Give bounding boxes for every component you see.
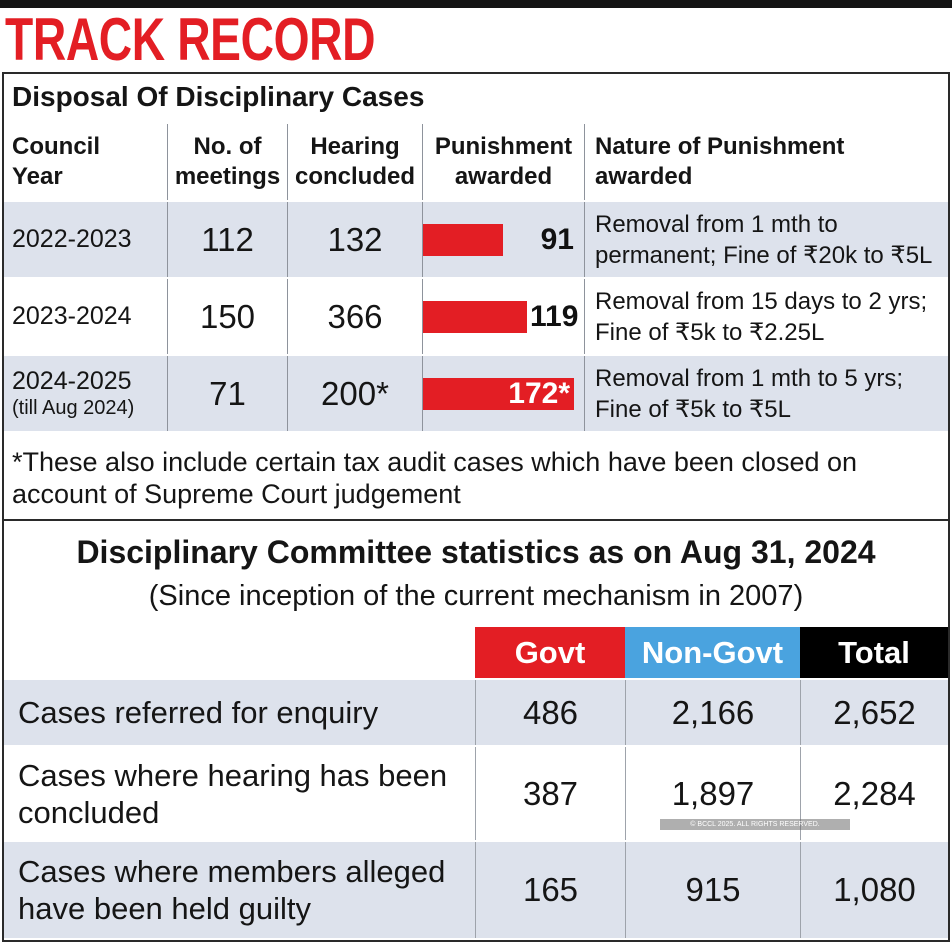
non-govt-value: 1,897 xyxy=(625,747,800,840)
non-govt-value: 2,166 xyxy=(625,680,800,745)
govt-value: 486 xyxy=(475,680,625,745)
hearings-cell: 200* xyxy=(287,356,422,431)
stats-header-row: Govt Non-Govt Total xyxy=(4,627,948,678)
footnote: *These also include certain tax audit ca… xyxy=(12,447,858,509)
council-year: 2024-2025 xyxy=(12,367,132,395)
section-title-committee-stats: Disciplinary Committee statistics as on … xyxy=(76,534,876,570)
total-value: 1,080 xyxy=(800,842,948,938)
total-value: 2,284 xyxy=(800,747,948,840)
header-nature-of-punishment: Nature of Punishment awarded xyxy=(584,124,948,200)
page-title: TRACK RECORD xyxy=(5,6,376,73)
council-year-note: (till Aug 2024) xyxy=(12,397,135,419)
table-row: 2024-2025 (till Aug 2024) 71 200* 172* R… xyxy=(4,356,948,431)
table-row: Cases where hearing has been concluded 3… xyxy=(4,747,948,840)
council-year: 2022-2023 xyxy=(12,225,132,253)
row-label: Cases where hearing has been concluded xyxy=(18,757,448,830)
meetings-cell: 150 xyxy=(167,279,287,354)
header-total: Total xyxy=(800,627,948,678)
punishment-bar xyxy=(423,377,574,410)
punishment-label: 119 xyxy=(530,299,579,333)
section-subtitle: (Since inception of the current mechanis… xyxy=(148,580,804,612)
total-value: 2,652 xyxy=(800,680,948,745)
table-row: Cases referred for enquiry 486 2,166 2,6… xyxy=(4,680,948,745)
punishment-bar xyxy=(423,223,503,256)
punishment-cell: 91 xyxy=(422,202,584,277)
section-title-disposal: Disposal Of Disciplinary Cases xyxy=(12,81,425,112)
copyright-watermark: © BCCL 2025. ALL RIGHTS RESERVED. xyxy=(660,819,850,830)
header-govt: Govt xyxy=(475,627,625,678)
header-non-govt: Non-Govt xyxy=(625,627,800,678)
table-row: 2022-2023 112 132 91 Removal from 1 mth … xyxy=(4,202,948,277)
table-row: Cases where members alleged have been he… xyxy=(4,842,948,938)
header-meetings: No. of meetings xyxy=(167,124,287,200)
council-year-cell: 2024-2025 (till Aug 2024) xyxy=(4,356,167,431)
punishment-bar xyxy=(423,300,527,333)
table-header-row: Council Year No. of meetings Hearing con… xyxy=(4,124,948,200)
header-corner xyxy=(4,627,475,678)
nature-cell: Removal from 15 days to 2 yrs; Fine of ₹… xyxy=(584,279,948,354)
punishment-cell: 119 xyxy=(422,279,584,354)
row-label: Cases referred for enquiry xyxy=(18,695,379,730)
nature-cell: Removal from 1 mth to 5 yrs; Fine of ₹5k… xyxy=(584,356,948,431)
hearings-cell: 132 xyxy=(287,202,422,277)
header-punishment-awarded: Punishment awarded xyxy=(422,124,584,200)
punishment-label: 91 xyxy=(540,222,574,256)
govt-value: 165 xyxy=(475,842,625,938)
nature-cell: Removal from 1 mth to permanent; Fine of… xyxy=(584,202,948,277)
row-label: Cases where members alleged have been he… xyxy=(18,854,446,926)
table-row: 2023-2024 150 366 119 Removal from 15 da… xyxy=(4,279,948,354)
top-rule xyxy=(0,0,952,8)
non-govt-value: 915 xyxy=(625,842,800,938)
council-year-cell: 2022-2023 xyxy=(4,202,167,277)
header-council-year: Council Year xyxy=(12,133,100,190)
council-year-cell: 2023-2024 xyxy=(4,279,167,354)
punishment-cell: 172* xyxy=(422,356,584,431)
frame-border xyxy=(2,72,950,942)
committee-stats-table: Govt Non-Govt Total Cases referred for e… xyxy=(4,627,948,938)
council-year: 2023-2024 xyxy=(12,302,132,330)
meetings-cell: 71 xyxy=(167,356,287,431)
section-divider xyxy=(2,519,950,521)
meetings-cell: 112 xyxy=(167,202,287,277)
hearings-cell: 366 xyxy=(287,279,422,354)
punishment-label: 172* xyxy=(508,376,570,410)
header-hearing-concluded: Hearing concluded xyxy=(287,124,422,200)
disposal-table: Council Year No. of meetings Hearing con… xyxy=(4,124,948,431)
govt-value: 387 xyxy=(475,747,625,840)
